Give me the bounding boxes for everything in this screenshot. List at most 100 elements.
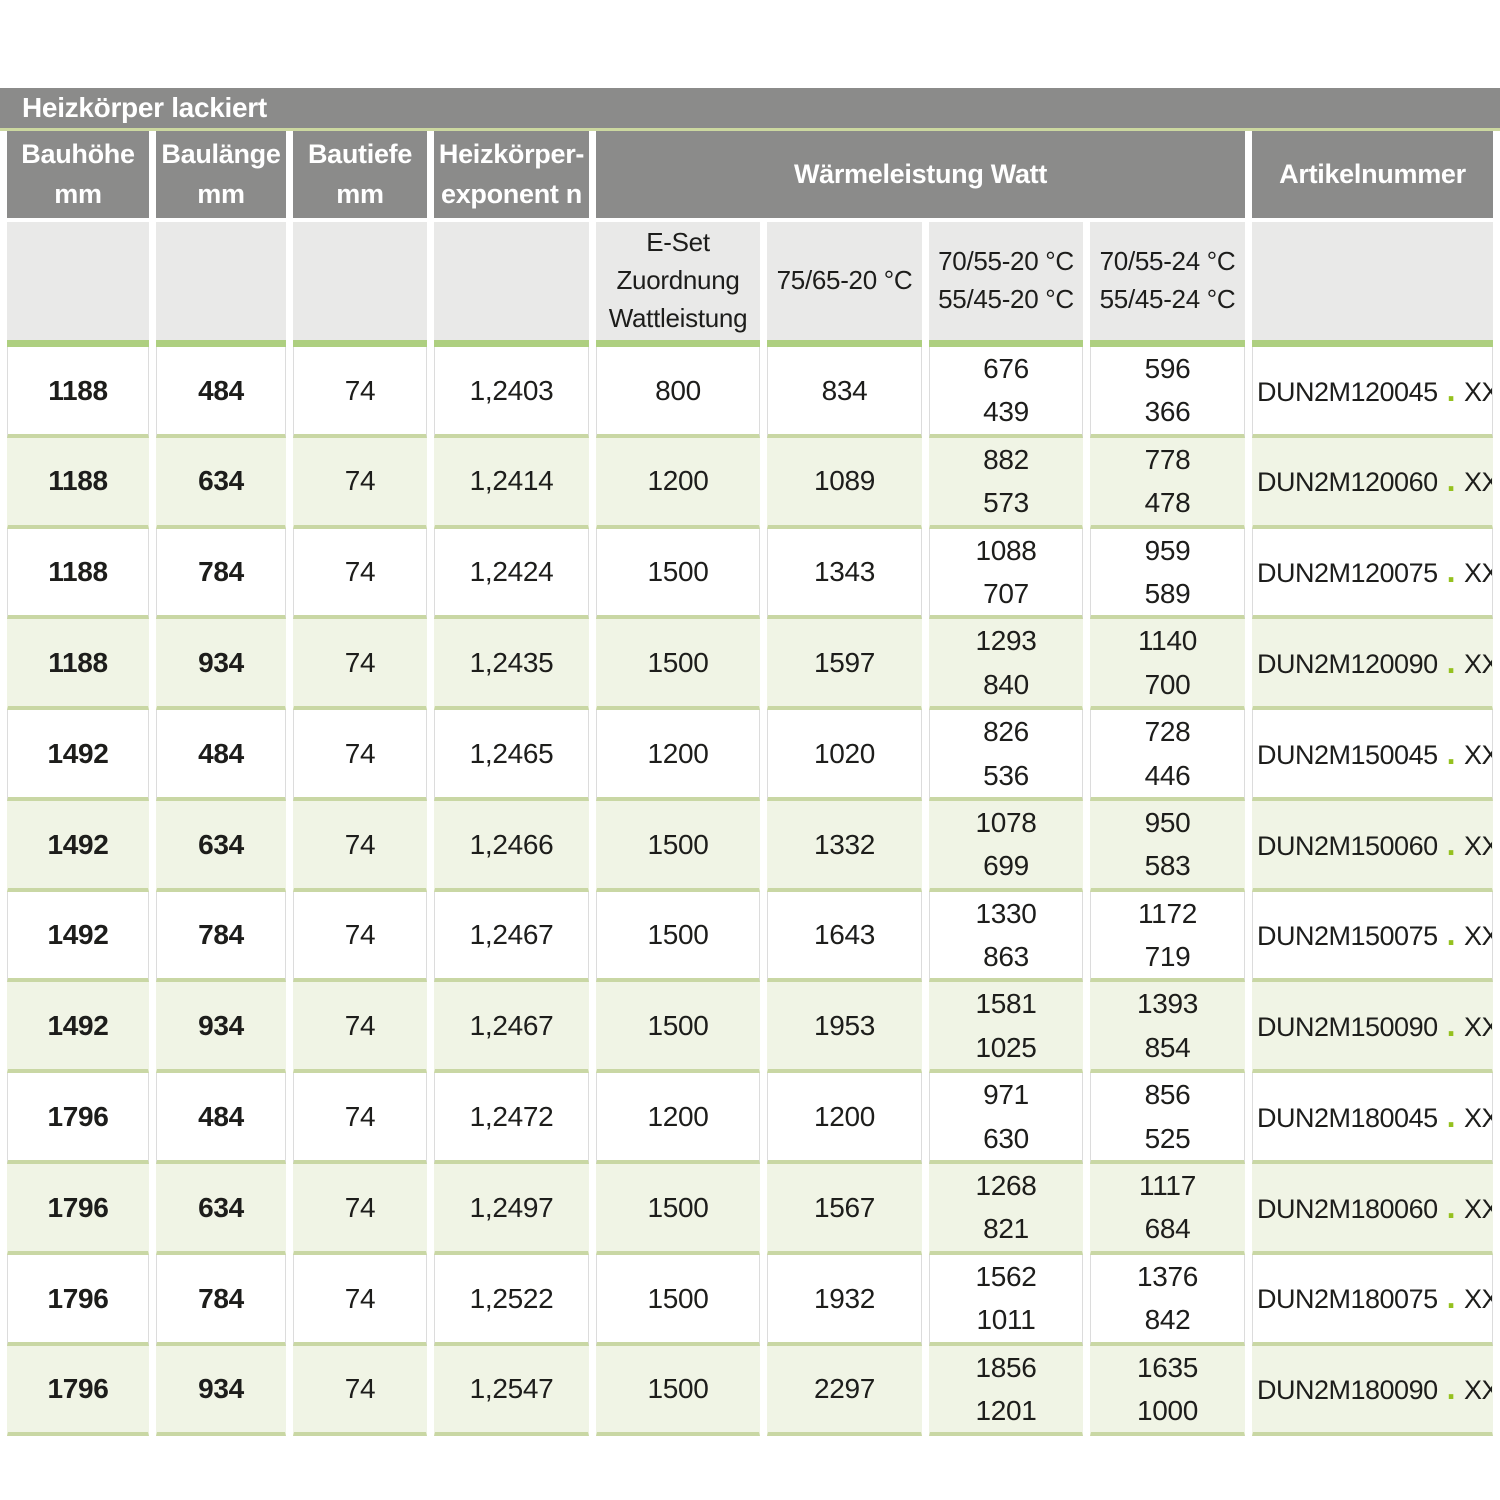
cell-bauhoehe: 1492 xyxy=(7,891,149,983)
cell-bautiefe: 74 xyxy=(293,891,427,983)
cell-exponent: 1,2547 xyxy=(434,1345,589,1437)
cell-watt-70-55-24: 1172 719 xyxy=(1090,891,1245,983)
cell-bautiefe: 74 xyxy=(293,800,427,892)
artikel-suffix: XXK xyxy=(1464,1284,1492,1315)
col-header-artikelnummer: Artikelnummer xyxy=(1252,131,1493,222)
subheader-empty-baulaenge xyxy=(156,222,286,347)
cell-exponent: 1,2497 xyxy=(434,1164,589,1255)
cell-exponent: 1,2467 xyxy=(434,982,589,1074)
cell-artikelnummer: DUN2M150075. XXK xyxy=(1252,891,1493,983)
cell-watt-70-55-20: 1268 821 xyxy=(929,1164,1083,1255)
artikel-separator-dot: . xyxy=(1446,1097,1456,1134)
col-header-bautiefe: Bautiefe mm xyxy=(293,131,427,222)
cell-bautiefe: 74 xyxy=(293,1254,427,1346)
table-row: 1188 784 74 1,2424 1500 1343 1088 707 95… xyxy=(7,528,1493,620)
cell-exponent: 1,2435 xyxy=(434,619,589,711)
artikel-suffix: XXK xyxy=(1464,830,1492,861)
cell-bauhoehe: 1796 xyxy=(7,1345,149,1437)
cell-watt-70-55-20: 1293 840 xyxy=(929,619,1083,711)
artikel-suffix: XXK xyxy=(1464,1102,1492,1133)
cell-exponent: 1,2522 xyxy=(434,1254,589,1346)
cell-baulaenge: 934 xyxy=(156,1345,286,1437)
cell-watt-75-65-20: 1089 xyxy=(767,437,922,529)
header-row: Bauhöhe mm Baulänge mm Bautiefe mm Heizk… xyxy=(7,131,1493,222)
artikel-suffix: XXK xyxy=(1464,1012,1492,1043)
artikel-code: DUN2M180060 xyxy=(1257,1193,1438,1224)
cell-bautiefe: 74 xyxy=(293,619,427,711)
cell-exponent: 1,2465 xyxy=(434,710,589,801)
cell-exponent: 1,2472 xyxy=(434,1073,589,1165)
cell-watt-70-55-20: 1078 699 xyxy=(929,800,1083,892)
table-row: 1492 784 74 1,2467 1500 1643 1330 863 11… xyxy=(7,891,1493,983)
artikel-suffix: XXK xyxy=(1464,921,1492,952)
cell-baulaenge: 634 xyxy=(156,437,286,529)
cell-eset-wattleistung: 1500 xyxy=(596,800,760,892)
cell-baulaenge: 934 xyxy=(156,619,286,711)
cell-watt-75-65-20: 1932 xyxy=(767,1254,922,1346)
cell-watt-75-65-20: 1597 xyxy=(767,619,922,711)
artikel-code: DUN2M150090 xyxy=(1257,1012,1438,1043)
artikel-code: DUN2M150075 xyxy=(1257,921,1438,952)
cell-exponent: 1,2414 xyxy=(434,437,589,529)
cell-baulaenge: 784 xyxy=(156,891,286,983)
cell-bautiefe: 74 xyxy=(293,347,427,438)
artikel-separator-dot: . xyxy=(1446,462,1456,499)
cell-baulaenge: 484 xyxy=(156,347,286,438)
cell-baulaenge: 784 xyxy=(156,1254,286,1346)
cell-eset-wattleistung: 1500 xyxy=(596,619,760,711)
cell-watt-70-55-20: 1562 1011 xyxy=(929,1254,1083,1346)
radiator-spec-table: Bauhöhe mm Baulänge mm Bautiefe mm Heizk… xyxy=(0,131,1500,1437)
artikel-code: DUN2M150060 xyxy=(1257,830,1438,861)
cell-baulaenge: 634 xyxy=(156,1164,286,1255)
cell-bautiefe: 74 xyxy=(293,437,427,529)
cell-watt-70-55-24: 596 366 xyxy=(1090,347,1245,438)
cell-exponent: 1,2424 xyxy=(434,528,589,620)
subheader-75-65-20: 75/65-20 °C xyxy=(767,222,922,347)
artikel-suffix: XXK xyxy=(1464,558,1492,589)
cell-artikelnummer: DUN2M120060. XXK xyxy=(1252,437,1493,529)
cell-bauhoehe: 1188 xyxy=(7,347,149,438)
artikel-separator-dot: . xyxy=(1446,916,1456,953)
cell-eset-wattleistung: 1500 xyxy=(596,528,760,620)
table-row: 1796 634 74 1,2497 1500 1567 1268 821 11… xyxy=(7,1164,1493,1255)
table-row: 1796 484 74 1,2472 1200 1200 971 630 856… xyxy=(7,1073,1493,1165)
cell-watt-70-55-24: 950 583 xyxy=(1090,800,1245,892)
cell-watt-70-55-20: 826 536 xyxy=(929,710,1083,801)
cell-bautiefe: 74 xyxy=(293,1073,427,1165)
cell-bauhoehe: 1188 xyxy=(7,619,149,711)
cell-exponent: 1,2403 xyxy=(434,347,589,438)
artikel-suffix: XXK xyxy=(1464,648,1492,679)
cell-bauhoehe: 1796 xyxy=(7,1164,149,1255)
col-header-exponent: Heizkörper- exponent n xyxy=(434,131,589,222)
artikel-separator-dot: . xyxy=(1446,371,1456,408)
cell-bautiefe: 74 xyxy=(293,1345,427,1437)
cell-artikelnummer: DUN2M180045. XXK xyxy=(1252,1073,1493,1165)
artikel-suffix: XXK xyxy=(1464,467,1492,498)
cell-watt-75-65-20: 1643 xyxy=(767,891,922,983)
cell-bautiefe: 74 xyxy=(293,1164,427,1255)
cell-bauhoehe: 1492 xyxy=(7,982,149,1074)
datasheet-page: Heizkörper lackiert Bauhöhe mm Baulänge … xyxy=(0,88,1500,1437)
cell-watt-75-65-20: 2297 xyxy=(767,1345,922,1437)
table-row: 1188 634 74 1,2414 1200 1089 882 573 778… xyxy=(7,437,1493,529)
artikel-code: DUN2M180090 xyxy=(1257,1375,1438,1406)
cell-eset-wattleistung: 1500 xyxy=(596,1164,760,1255)
cell-bautiefe: 74 xyxy=(293,528,427,620)
table-row: 1188 934 74 1,2435 1500 1597 1293 840 11… xyxy=(7,619,1493,711)
artikel-code: DUN2M120090 xyxy=(1257,648,1438,679)
col-header-waermeleistung: Wärmeleistung Watt xyxy=(596,131,1245,222)
artikel-separator-dot: . xyxy=(1446,1370,1456,1407)
cell-bauhoehe: 1492 xyxy=(7,710,149,801)
subheader-empty-artikelnummer xyxy=(1252,222,1493,347)
artikel-separator-dot: . xyxy=(1446,1279,1456,1316)
subheader-70-55-20: 70/55-20 °C 55/45-20 °C xyxy=(929,222,1083,347)
cell-eset-wattleistung: 1500 xyxy=(596,1254,760,1346)
cell-watt-70-55-24: 1117 684 xyxy=(1090,1164,1245,1255)
artikel-separator-dot: . xyxy=(1446,825,1456,862)
cell-watt-75-65-20: 1953 xyxy=(767,982,922,1074)
cell-baulaenge: 484 xyxy=(156,710,286,801)
table-row: 1492 634 74 1,2466 1500 1332 1078 699 95… xyxy=(7,800,1493,892)
cell-watt-70-55-24: 728 446 xyxy=(1090,710,1245,801)
artikel-separator-dot: . xyxy=(1446,553,1456,590)
artikel-separator-dot: . xyxy=(1446,1188,1456,1225)
